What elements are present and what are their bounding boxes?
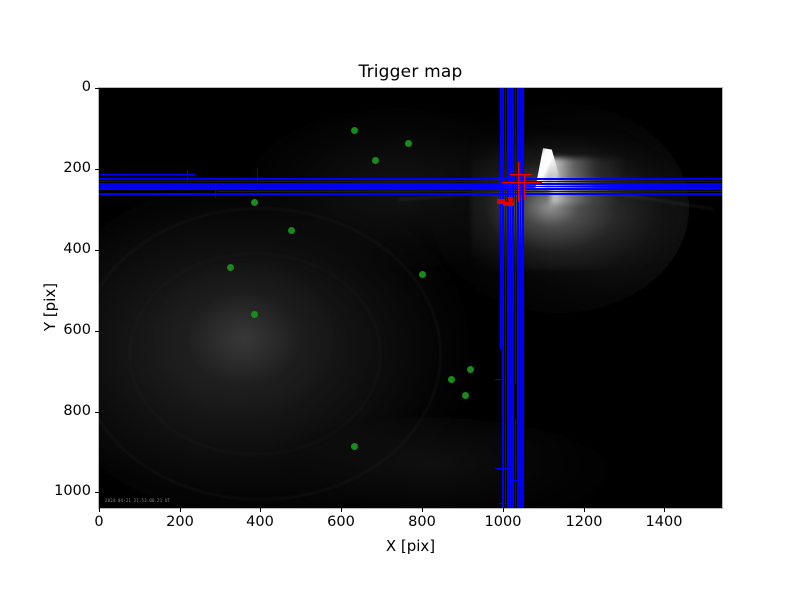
y-tick bbox=[95, 331, 99, 332]
page-title: Trigger map bbox=[358, 62, 463, 82]
sky-glow-core bbox=[154, 263, 334, 413]
masked-row-tick bbox=[187, 170, 188, 182]
y-axis-title: Y [pix] bbox=[41, 282, 59, 332]
detection-marker bbox=[351, 127, 359, 135]
x-tick-label: 400 bbox=[246, 514, 274, 530]
trigger-residual-blob bbox=[503, 202, 514, 206]
detection-marker bbox=[462, 392, 470, 399]
detection-marker bbox=[351, 442, 359, 450]
x-tick bbox=[341, 508, 342, 512]
masked-column bbox=[515, 88, 516, 384]
sky-glow-halo bbox=[99, 178, 469, 508]
trigger-residual-blob bbox=[497, 199, 505, 204]
masked-column bbox=[522, 88, 524, 508]
masked-column-tick bbox=[499, 503, 513, 504]
detection-marker bbox=[466, 365, 474, 373]
masked-row bbox=[99, 181, 722, 182]
x-tick bbox=[422, 508, 423, 512]
detection-marker bbox=[447, 375, 455, 383]
sky-image: 2024-04-21 21:53:00.21 UT bbox=[99, 88, 722, 508]
masked-column bbox=[510, 88, 511, 508]
masked-column bbox=[520, 88, 521, 508]
y-tick-label: 600 bbox=[63, 322, 91, 338]
masked-column bbox=[517, 88, 519, 508]
masked-row bbox=[99, 188, 722, 190]
trigger-crosshair-horizontal bbox=[502, 182, 542, 183]
y-tick bbox=[95, 169, 99, 170]
masked-column bbox=[500, 88, 501, 350]
detection-marker bbox=[227, 263, 235, 271]
masked-row-tick bbox=[215, 184, 216, 198]
trigger-crosshair-horizontal-2 bbox=[510, 174, 532, 175]
x-tick bbox=[584, 508, 585, 512]
x-tick-label: 600 bbox=[327, 514, 355, 530]
trigger-crosshair-vertical-2 bbox=[524, 174, 525, 200]
x-tick bbox=[503, 508, 504, 512]
x-tick bbox=[664, 508, 665, 512]
x-tick-label: 800 bbox=[408, 514, 436, 530]
masked-row-tick bbox=[257, 168, 258, 182]
y-tick-label: 400 bbox=[63, 241, 91, 257]
sky-arc-outer bbox=[99, 208, 441, 500]
y-tick bbox=[95, 492, 99, 493]
trigger-crosshair-vertical bbox=[518, 162, 519, 202]
y-tick-label: 0 bbox=[81, 79, 91, 95]
x-tick-label: 200 bbox=[166, 514, 194, 530]
x-tick-label: 1000 bbox=[484, 514, 522, 530]
detection-marker bbox=[251, 311, 259, 319]
y-tick bbox=[95, 412, 99, 413]
detection-marker bbox=[404, 139, 412, 147]
masked-column bbox=[502, 88, 504, 508]
masked-row bbox=[99, 183, 722, 185]
x-tick-label: 1200 bbox=[565, 514, 603, 530]
masked-column bbox=[505, 88, 506, 508]
masked-row bbox=[99, 178, 722, 180]
masked-column bbox=[512, 88, 514, 508]
detection-marker bbox=[250, 199, 258, 206]
masked-row bbox=[99, 193, 722, 195]
masked-column-tick bbox=[507, 480, 519, 481]
x-tick-label: 1400 bbox=[645, 514, 683, 530]
sky-arc-inner bbox=[129, 253, 381, 455]
y-tick-label: 800 bbox=[63, 403, 91, 419]
x-tick bbox=[260, 508, 261, 512]
y-tick bbox=[95, 250, 99, 251]
x-tick bbox=[180, 508, 181, 512]
detection-marker bbox=[371, 156, 379, 164]
masked-row bbox=[217, 191, 722, 192]
trigger-residual-blob bbox=[508, 197, 513, 201]
timestamp-overlay: 2024-04-21 21:53:00.21 UT bbox=[105, 497, 171, 503]
masked-column bbox=[515, 418, 516, 508]
masked-row bbox=[99, 186, 722, 187]
y-tick-label: 200 bbox=[63, 160, 91, 176]
detection-marker bbox=[288, 227, 296, 235]
detection-marker bbox=[419, 271, 427, 279]
masked-column-tick bbox=[495, 468, 507, 469]
x-tick bbox=[99, 508, 100, 512]
x-tick-label: 0 bbox=[94, 514, 104, 530]
x-axis-title: X [pix] bbox=[385, 537, 436, 555]
plot-area[interactable]: 2024-04-21 21:53:00.21 UT bbox=[99, 88, 722, 508]
masked-column bbox=[507, 88, 509, 508]
y-tick-label: 1000 bbox=[54, 483, 91, 499]
y-tick bbox=[95, 88, 99, 89]
masked-column-tick bbox=[495, 379, 505, 380]
masked-row bbox=[99, 174, 195, 175]
sky-glow-lower bbox=[249, 418, 609, 508]
